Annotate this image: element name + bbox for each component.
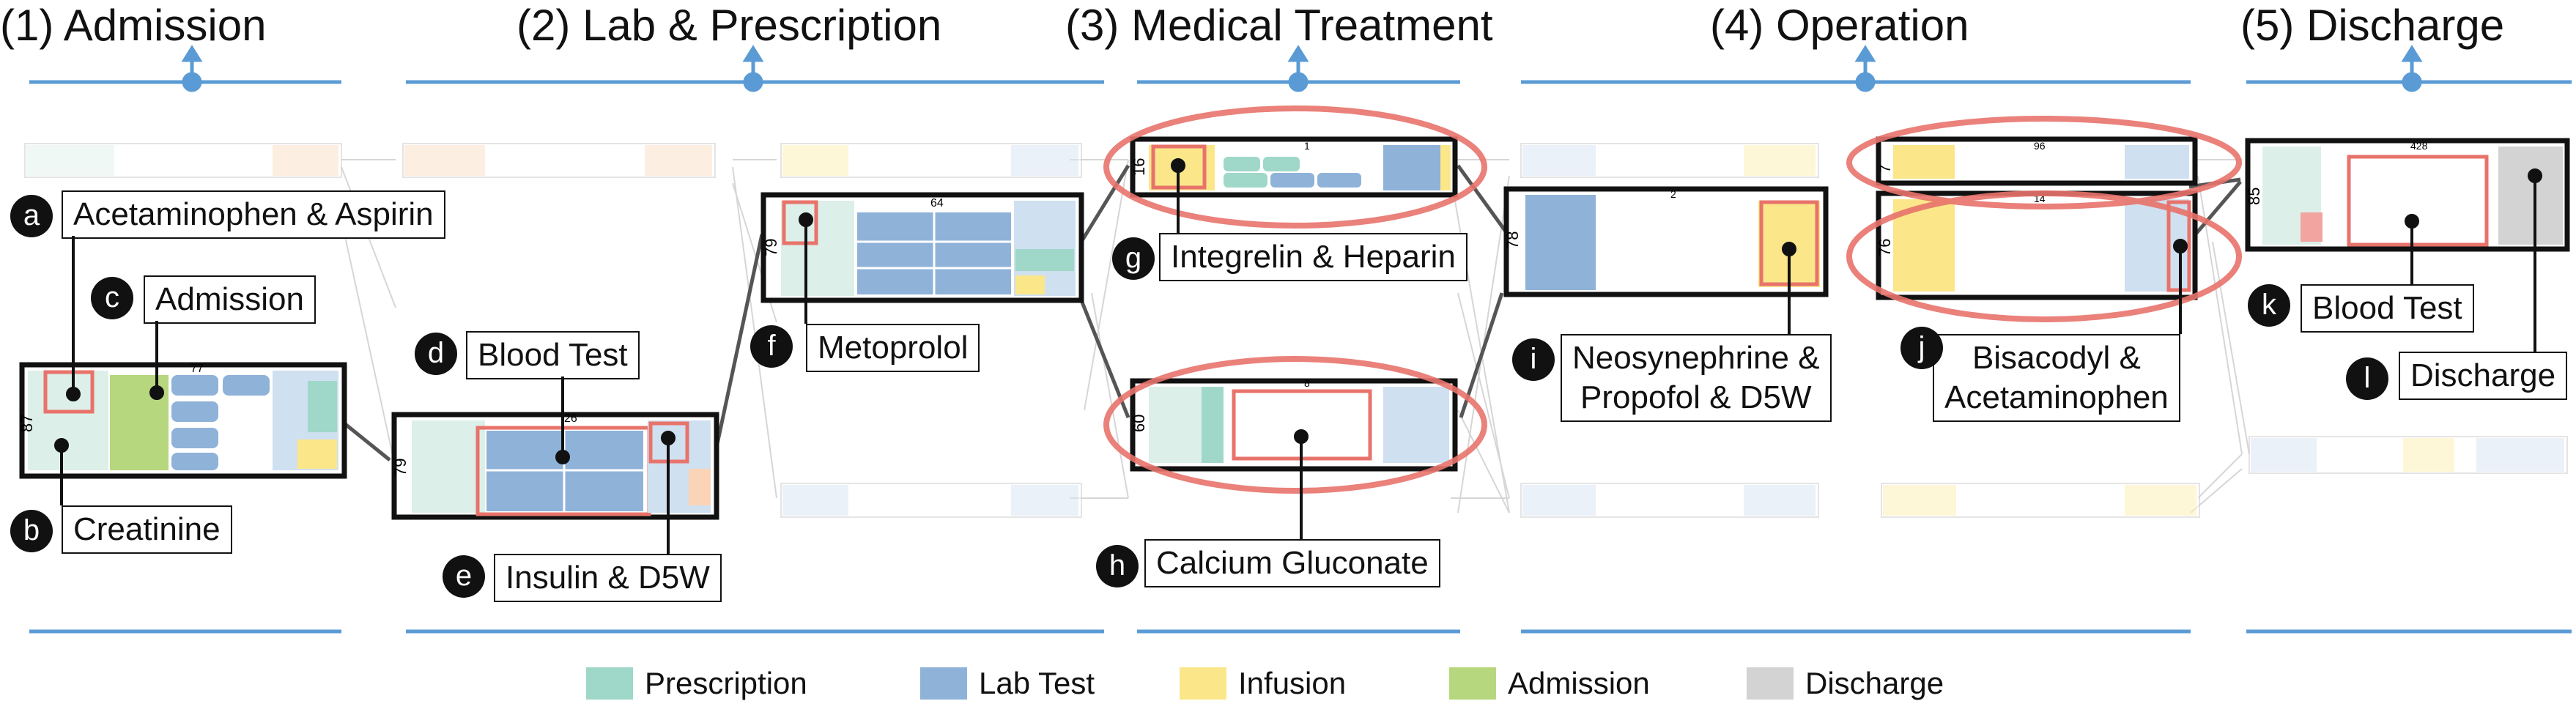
svg-text:7: 7 [1878,165,1894,173]
badge-a: a [10,195,53,237]
stage-title-lab-prescription: (2) Lab & Prescription [517,1,942,50]
legend-swatch-lab-test [920,667,967,700]
svg-text:78: 78 [1503,231,1522,249]
stage-title-medical-treatment: (3) Medical Treatment [1065,1,1493,50]
callout-l: Discharge [2399,352,2568,400]
svg-text:96: 96 [2034,140,2046,152]
discharge-box: 85 428 [2245,138,2570,252]
admission-box: 87 77 [18,362,347,479]
stage-axes-top [29,45,2572,92]
legend-swatch-prescription [586,667,633,700]
callout-c: Admission [144,275,316,324]
legend-label: Discharge [1805,666,1944,700]
badge-f: f [750,325,793,368]
callout-b: Creatinine [62,505,232,554]
neosynephrine-box: 78 2 [1503,186,1829,297]
legend-label: Infusion [1238,666,1347,700]
legend-item-infusion: Infusion [1180,659,1346,708]
callout-i: Neosynephrine & Propofol & D5W [1561,334,1832,422]
legend-item-admission: Admission [1449,659,1650,708]
legend-swatch-admission [1449,667,1496,700]
callout-a: Acetaminophen & Aspirin [62,190,445,239]
stage-title-admission: (1) Admission [0,1,267,50]
svg-text:2: 2 [1670,188,1676,200]
stage-title-operation: (4) Operation [1710,1,1969,50]
operation-top-box: 7 96 [1876,136,2198,186]
legend-item-prescription: Prescription [586,659,807,708]
callout-h: Calcium Gluconate [1144,539,1440,587]
badge-l: l [2346,357,2388,400]
svg-text:26: 26 [564,412,577,425]
badge-c: c [91,277,133,319]
legend-swatch-infusion [1180,667,1226,700]
badge-i: i [1512,338,1555,381]
lab-box: 79 26 [391,412,719,520]
legend-label: Lab Test [979,666,1095,700]
legend-item-lab-test: Lab Test [920,659,1095,708]
callout-j: Bisacodyl & Acetaminophen [1933,334,2180,422]
stage-title-discharge: (5) Discharge [2240,1,2505,50]
svg-text:60: 60 [1130,415,1148,432]
svg-text:79: 79 [391,459,410,476]
callout-g: Integrelin & Heparin [1159,233,1467,281]
callout-k: Blood Test [2301,284,2474,333]
calcium-box: 60 8 [1130,377,1458,472]
legend-label: Admission [1508,666,1650,700]
badge-e: e [443,555,485,598]
legend-swatch-discharge [1747,667,1794,700]
legend: Prescription Lab Test Infusion Admission… [0,659,2576,708]
badge-j: j [1900,327,1943,369]
highlight-ellipses [1103,105,2242,494]
svg-text:1: 1 [1304,140,1310,152]
svg-text:85: 85 [2245,188,2263,205]
svg-text:428: 428 [2410,140,2428,152]
svg-text:64: 64 [930,197,944,209]
svg-text:77: 77 [190,363,204,375]
svg-text:87: 87 [18,415,36,432]
badge-h: h [1096,545,1139,587]
badge-k: k [2248,284,2290,327]
legend-item-discharge: Discharge [1747,659,1944,708]
callout-f: Metoprolol [806,324,980,372]
integrelin-box: 16 1 [1130,136,1458,198]
callout-e: Insulin & D5W [494,554,722,602]
metoprolol-box: 79 64 [760,192,1084,303]
faded-boxes [24,143,2568,518]
badge-b: b [10,510,53,552]
badge-d: d [415,333,457,375]
svg-text:79: 79 [762,239,780,256]
legend-label: Prescription [645,666,807,700]
callout-d: Blood Test [466,331,640,379]
svg-text:76: 76 [1876,239,1894,256]
svg-text:16: 16 [1130,158,1148,176]
svg-text:8: 8 [1304,377,1310,389]
badge-g: g [1112,237,1155,280]
